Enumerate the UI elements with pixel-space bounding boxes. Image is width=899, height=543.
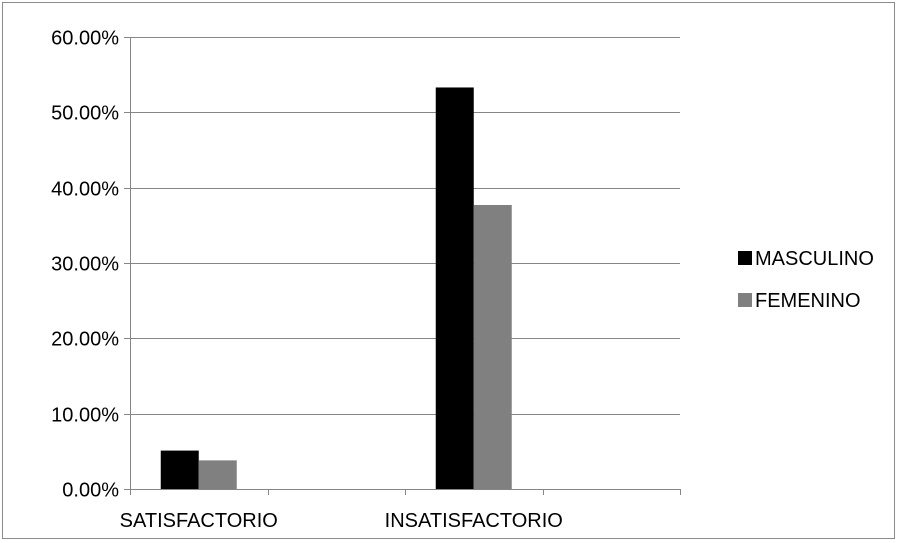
y-tick-label: 30.00% — [51, 254, 119, 276]
y-tick-label: 40.00% — [51, 179, 119, 201]
x-tick-labels: SATISFACTORIO INSATISFACTORIO — [120, 510, 563, 532]
bar-masculino-insatisfactorio — [435, 87, 474, 490]
y-tick-label: 50.00% — [51, 103, 119, 125]
legend-label-femenino: FEMENINO — [755, 290, 861, 312]
legend-swatch-masculino — [738, 251, 752, 265]
bar-femenino-satisfactorio — [198, 460, 237, 489]
legend-label-masculino: MASCULINO — [755, 248, 874, 270]
bar-femenino-insatisfactorio — [473, 204, 512, 489]
gridlines — [130, 37, 680, 415]
y-tick-labels: 0.00% 10.00% 20.00% 30.00% 40.00% 50.00%… — [51, 28, 119, 502]
bar-masculino-satisfactorio — [160, 450, 199, 489]
y-tick-label: 60.00% — [51, 28, 119, 50]
x-tick-label-satisfactorio: SATISFACTORIO — [120, 510, 278, 532]
axes — [124, 37, 681, 495]
legend: MASCULINO FEMENINO — [738, 248, 874, 312]
y-tick-label: 20.00% — [51, 329, 119, 351]
y-tick-label: 10.00% — [51, 405, 119, 427]
x-tick-label-insatisfactorio: INSATISFACTORIO — [385, 510, 563, 532]
legend-swatch-femenino — [738, 293, 752, 307]
y-tick-label: 0.00% — [62, 480, 119, 502]
bars — [160, 87, 512, 490]
